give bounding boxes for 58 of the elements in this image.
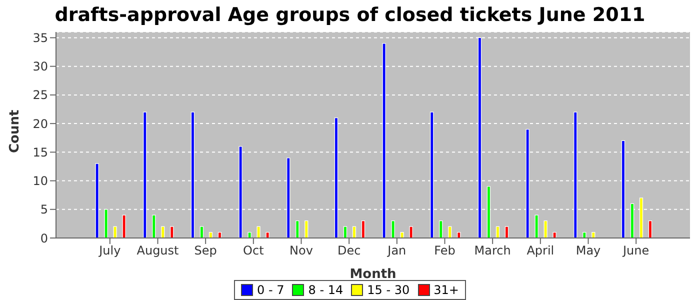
y-tick-label: 5 (40, 202, 48, 217)
y-tick-label: 20 (32, 116, 48, 131)
bar (352, 226, 356, 238)
y-axis-title: Count (8, 110, 23, 153)
bar (122, 214, 126, 238)
legend-label: 8 - 14 (307, 283, 344, 297)
x-tick-label: Nov (290, 244, 313, 258)
bar (170, 226, 174, 238)
x-tick-label: March (474, 244, 511, 258)
bar (504, 226, 509, 238)
bar (208, 232, 213, 238)
bar (592, 232, 596, 238)
y-tick-label: 0 (40, 231, 48, 246)
y-tick-label: 15 (32, 145, 48, 160)
x-tick-label: June (622, 244, 650, 258)
bar (648, 220, 652, 238)
y-tick-label: 25 (32, 88, 48, 102)
x-tick-label: Sep (194, 244, 217, 258)
bar (296, 220, 300, 238)
x-tick-label: August (136, 244, 180, 258)
x-tick-label: July (98, 244, 121, 258)
bar (448, 226, 452, 238)
x-tick-label: Jan (386, 244, 406, 258)
bar (113, 226, 117, 238)
bar (218, 232, 222, 238)
bar (544, 220, 548, 238)
bar (552, 232, 556, 238)
bar (343, 226, 348, 238)
x-tick-label: May (576, 244, 601, 258)
bar (361, 220, 366, 238)
y-tick-label: 10 (32, 174, 48, 188)
bar (400, 232, 404, 238)
legend-label: 0 - 7 (256, 283, 284, 297)
bar (266, 232, 270, 238)
y-tick-label: 30 (32, 60, 48, 74)
bar (582, 232, 586, 238)
bar (534, 214, 538, 238)
bar (496, 226, 500, 238)
bar (200, 226, 204, 238)
y-tick-label: 35 (32, 30, 48, 45)
bar (104, 209, 108, 238)
bar (391, 220, 395, 238)
chart-title: drafts-approval Age groups of closed tickets June 2011 (54, 4, 646, 26)
bar (304, 220, 308, 238)
bar (161, 226, 165, 238)
bar (248, 232, 252, 238)
x-tick-label: Oct (243, 244, 264, 258)
x-tick-label: April (526, 244, 554, 258)
bar (409, 226, 413, 238)
legend-label: 15 - 30 (366, 283, 410, 297)
legend-label: 31+ (432, 283, 459, 297)
x-axis-title: Month (350, 267, 396, 282)
x-tick-label: Dec (337, 244, 361, 258)
bar (439, 220, 443, 238)
bar (457, 232, 461, 238)
bar (152, 214, 156, 238)
x-tick-label: Feb (434, 244, 456, 258)
bar (256, 226, 260, 238)
